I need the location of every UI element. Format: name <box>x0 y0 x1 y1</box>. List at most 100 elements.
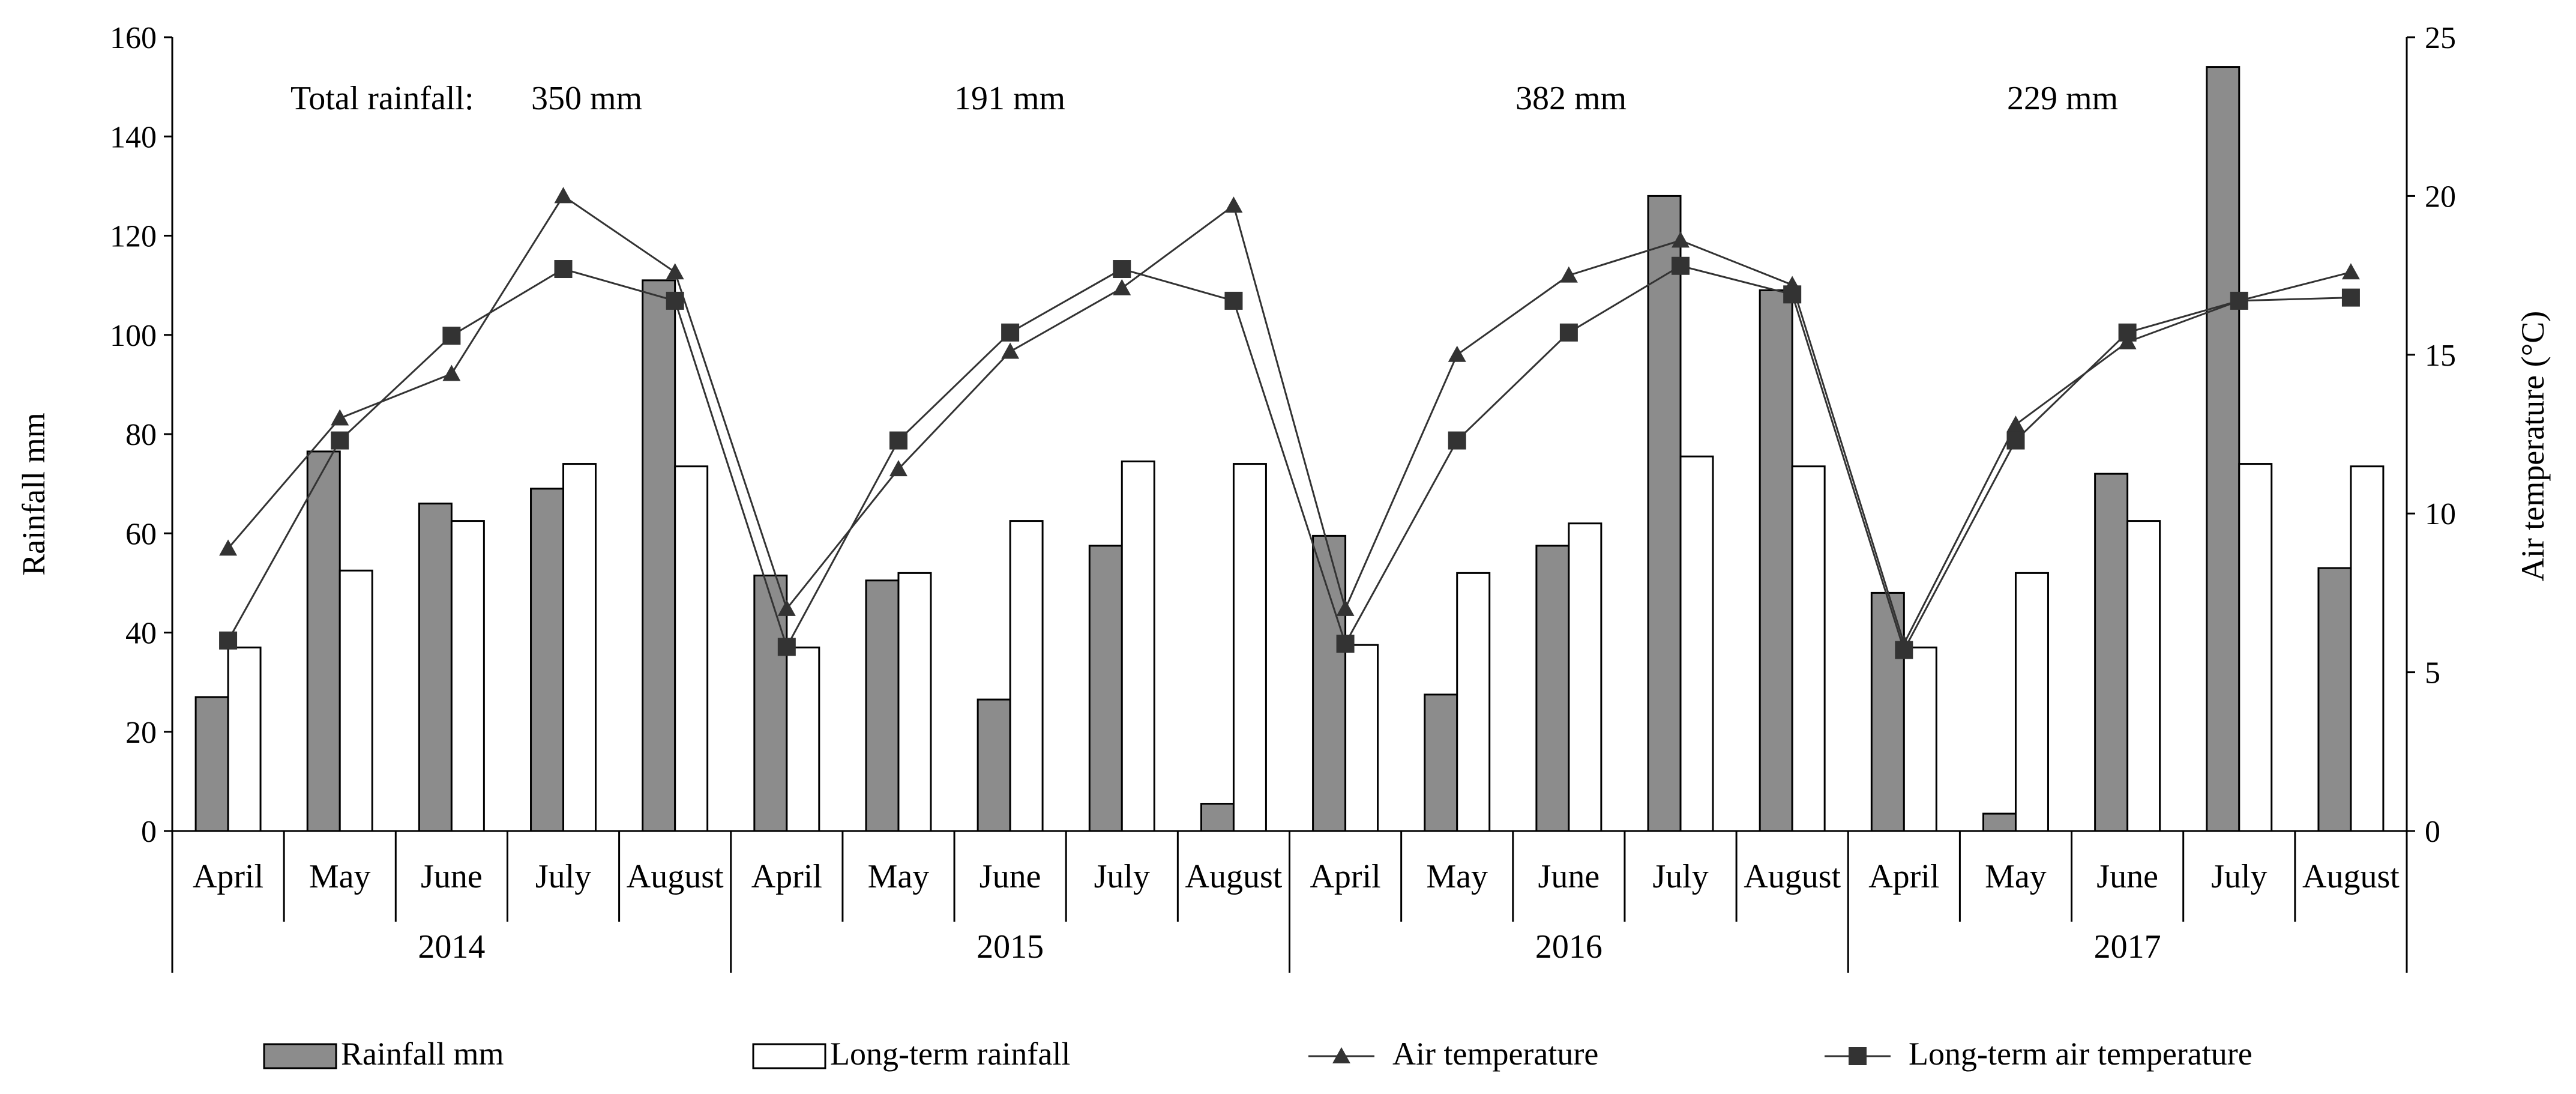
y-tick-label: 140 <box>110 120 157 154</box>
bar-rainfall <box>2317 567 2352 832</box>
x-tick-label: May <box>1426 858 1488 895</box>
point-air-temperature <box>1113 279 1131 295</box>
point-air-temperature <box>1448 345 1466 362</box>
bar-long-term-rainfall <box>1009 520 1044 832</box>
bar-long-term-rainfall <box>1121 460 1155 832</box>
x-tick-label: August <box>1185 858 1283 895</box>
bar-long-term-rainfall <box>786 646 820 832</box>
point-long-term-air-temperature <box>1559 323 1578 342</box>
bar-long-term-rainfall <box>1568 522 1602 832</box>
bar-long-term-rainfall <box>2014 572 2049 832</box>
x-tick-label: August <box>2302 858 2400 895</box>
y-tick-label: 40 <box>125 617 157 651</box>
x-tick-label: August <box>1744 858 1841 895</box>
legend-label: Long-term air temperature <box>1909 1036 2252 1072</box>
legend: Rainfall mm Long-term rainfall Air tempera… <box>263 1036 2252 1072</box>
bar-long-term-rainfall <box>2350 465 2385 832</box>
x-tick-label: July <box>1652 858 1708 895</box>
bar-rainfall <box>2206 66 2240 832</box>
point-long-term-air-temperature <box>219 631 238 650</box>
bar-rainfall <box>1759 289 1793 832</box>
x-tick-label: June <box>1538 858 1600 895</box>
annotation-total-rainfall: 191 mm <box>954 80 1065 117</box>
y2-tick-label: 5 <box>2425 656 2440 691</box>
legend-label: Rainfall mm <box>341 1036 504 1072</box>
bar-rainfall <box>306 450 341 832</box>
point-air-temperature <box>554 187 573 204</box>
legend-marker <box>1332 1047 1350 1063</box>
point-long-term-air-temperature <box>2006 431 2025 450</box>
y2-axis-title: Air temperature (°C) <box>2515 311 2551 581</box>
point-air-temperature <box>2341 263 2360 280</box>
y-tick-label: 100 <box>110 319 157 353</box>
point-long-term-air-temperature <box>666 291 684 310</box>
point-long-term-air-temperature <box>2118 323 2137 342</box>
point-air-temperature <box>331 409 349 426</box>
y-tick-label: 80 <box>125 418 157 452</box>
point-long-term-air-temperature <box>889 431 907 450</box>
y-tick-label: 160 <box>110 21 157 55</box>
bar-long-term-rainfall <box>1232 463 1267 832</box>
bar-rainfall <box>1535 545 1570 832</box>
axes: 0 20 40 60 80 100 120 140 160 0 5 10 15 20 25 Rainfall … <box>16 21 2551 973</box>
bar-rainfall <box>194 696 229 832</box>
year-label: 2014 <box>418 928 485 966</box>
point-air-temperature <box>219 539 238 556</box>
point-air-temperature <box>1672 231 1690 248</box>
point-long-term-air-temperature <box>1672 256 1690 275</box>
bar-rainfall <box>1982 812 2017 832</box>
bar-long-term-rainfall <box>1679 455 1714 832</box>
point-air-temperature <box>2006 416 2025 432</box>
bar-rainfall <box>1647 195 1682 832</box>
y2-tick-label: 10 <box>2425 497 2456 531</box>
bar-rainfall <box>1312 534 1347 832</box>
x-tick-label: April <box>1310 858 1380 895</box>
point-long-term-air-temperature <box>1448 431 1466 450</box>
point-air-temperature <box>889 460 907 477</box>
point-long-term-air-temperature <box>1783 285 1802 304</box>
point-long-term-air-temperature <box>1224 291 1243 310</box>
bar-rainfall <box>642 279 676 832</box>
x-tick-label: August <box>627 858 724 895</box>
y2-tick-label: 15 <box>2425 339 2456 373</box>
bar-long-term-rainfall <box>227 646 262 832</box>
bar-long-term-rainfall <box>1344 644 1379 832</box>
bar-long-term-rainfall <box>2238 463 2273 832</box>
bar-long-term-rainfall <box>562 463 597 832</box>
bar-rainfall <box>1200 803 1235 832</box>
bar-rainfall <box>530 488 565 832</box>
point-air-temperature <box>442 364 461 381</box>
plot-area <box>194 66 2385 832</box>
bar-long-term-rainfall <box>339 569 373 832</box>
x-tick-label: April <box>193 858 263 895</box>
x-tick-label: April <box>751 858 822 895</box>
x-tick-label: June <box>421 858 483 895</box>
legend-label: Long-term rainfall <box>830 1036 1070 1072</box>
point-long-term-air-temperature <box>331 431 349 450</box>
annotation-total-rainfall: 350 mm <box>531 80 642 117</box>
point-long-term-air-temperature <box>1113 260 1131 279</box>
point-air-temperature <box>666 263 684 280</box>
point-air-temperature <box>777 599 796 616</box>
point-air-temperature <box>1559 266 1578 283</box>
bar-long-term-rainfall <box>2126 520 2161 832</box>
x-tick-label: June <box>980 858 1041 895</box>
annotation-total-rainfall: 382 mm <box>1515 80 1627 117</box>
point-long-term-air-temperature <box>1336 635 1355 653</box>
bar-rainfall <box>865 579 900 832</box>
point-long-term-air-temperature <box>777 638 796 656</box>
year-label: 2016 <box>1535 928 1602 966</box>
point-long-term-air-temperature <box>1001 323 1020 342</box>
point-long-term-air-temperature <box>442 327 461 345</box>
bar-rainfall <box>418 503 453 832</box>
x-tick-label: July <box>1094 858 1150 895</box>
y-axis-title: Rainfall mm <box>16 413 52 575</box>
annotation-total-rainfall: 229 mm <box>2007 80 2118 117</box>
y-tick-label: 0 <box>141 815 157 849</box>
point-air-temperature <box>1336 599 1355 616</box>
point-air-temperature <box>1001 342 1020 359</box>
line-long-term-air-temperature <box>227 265 2351 653</box>
bar-long-term-rainfall <box>1903 646 1937 832</box>
year-label: 2017 <box>2094 928 2161 966</box>
